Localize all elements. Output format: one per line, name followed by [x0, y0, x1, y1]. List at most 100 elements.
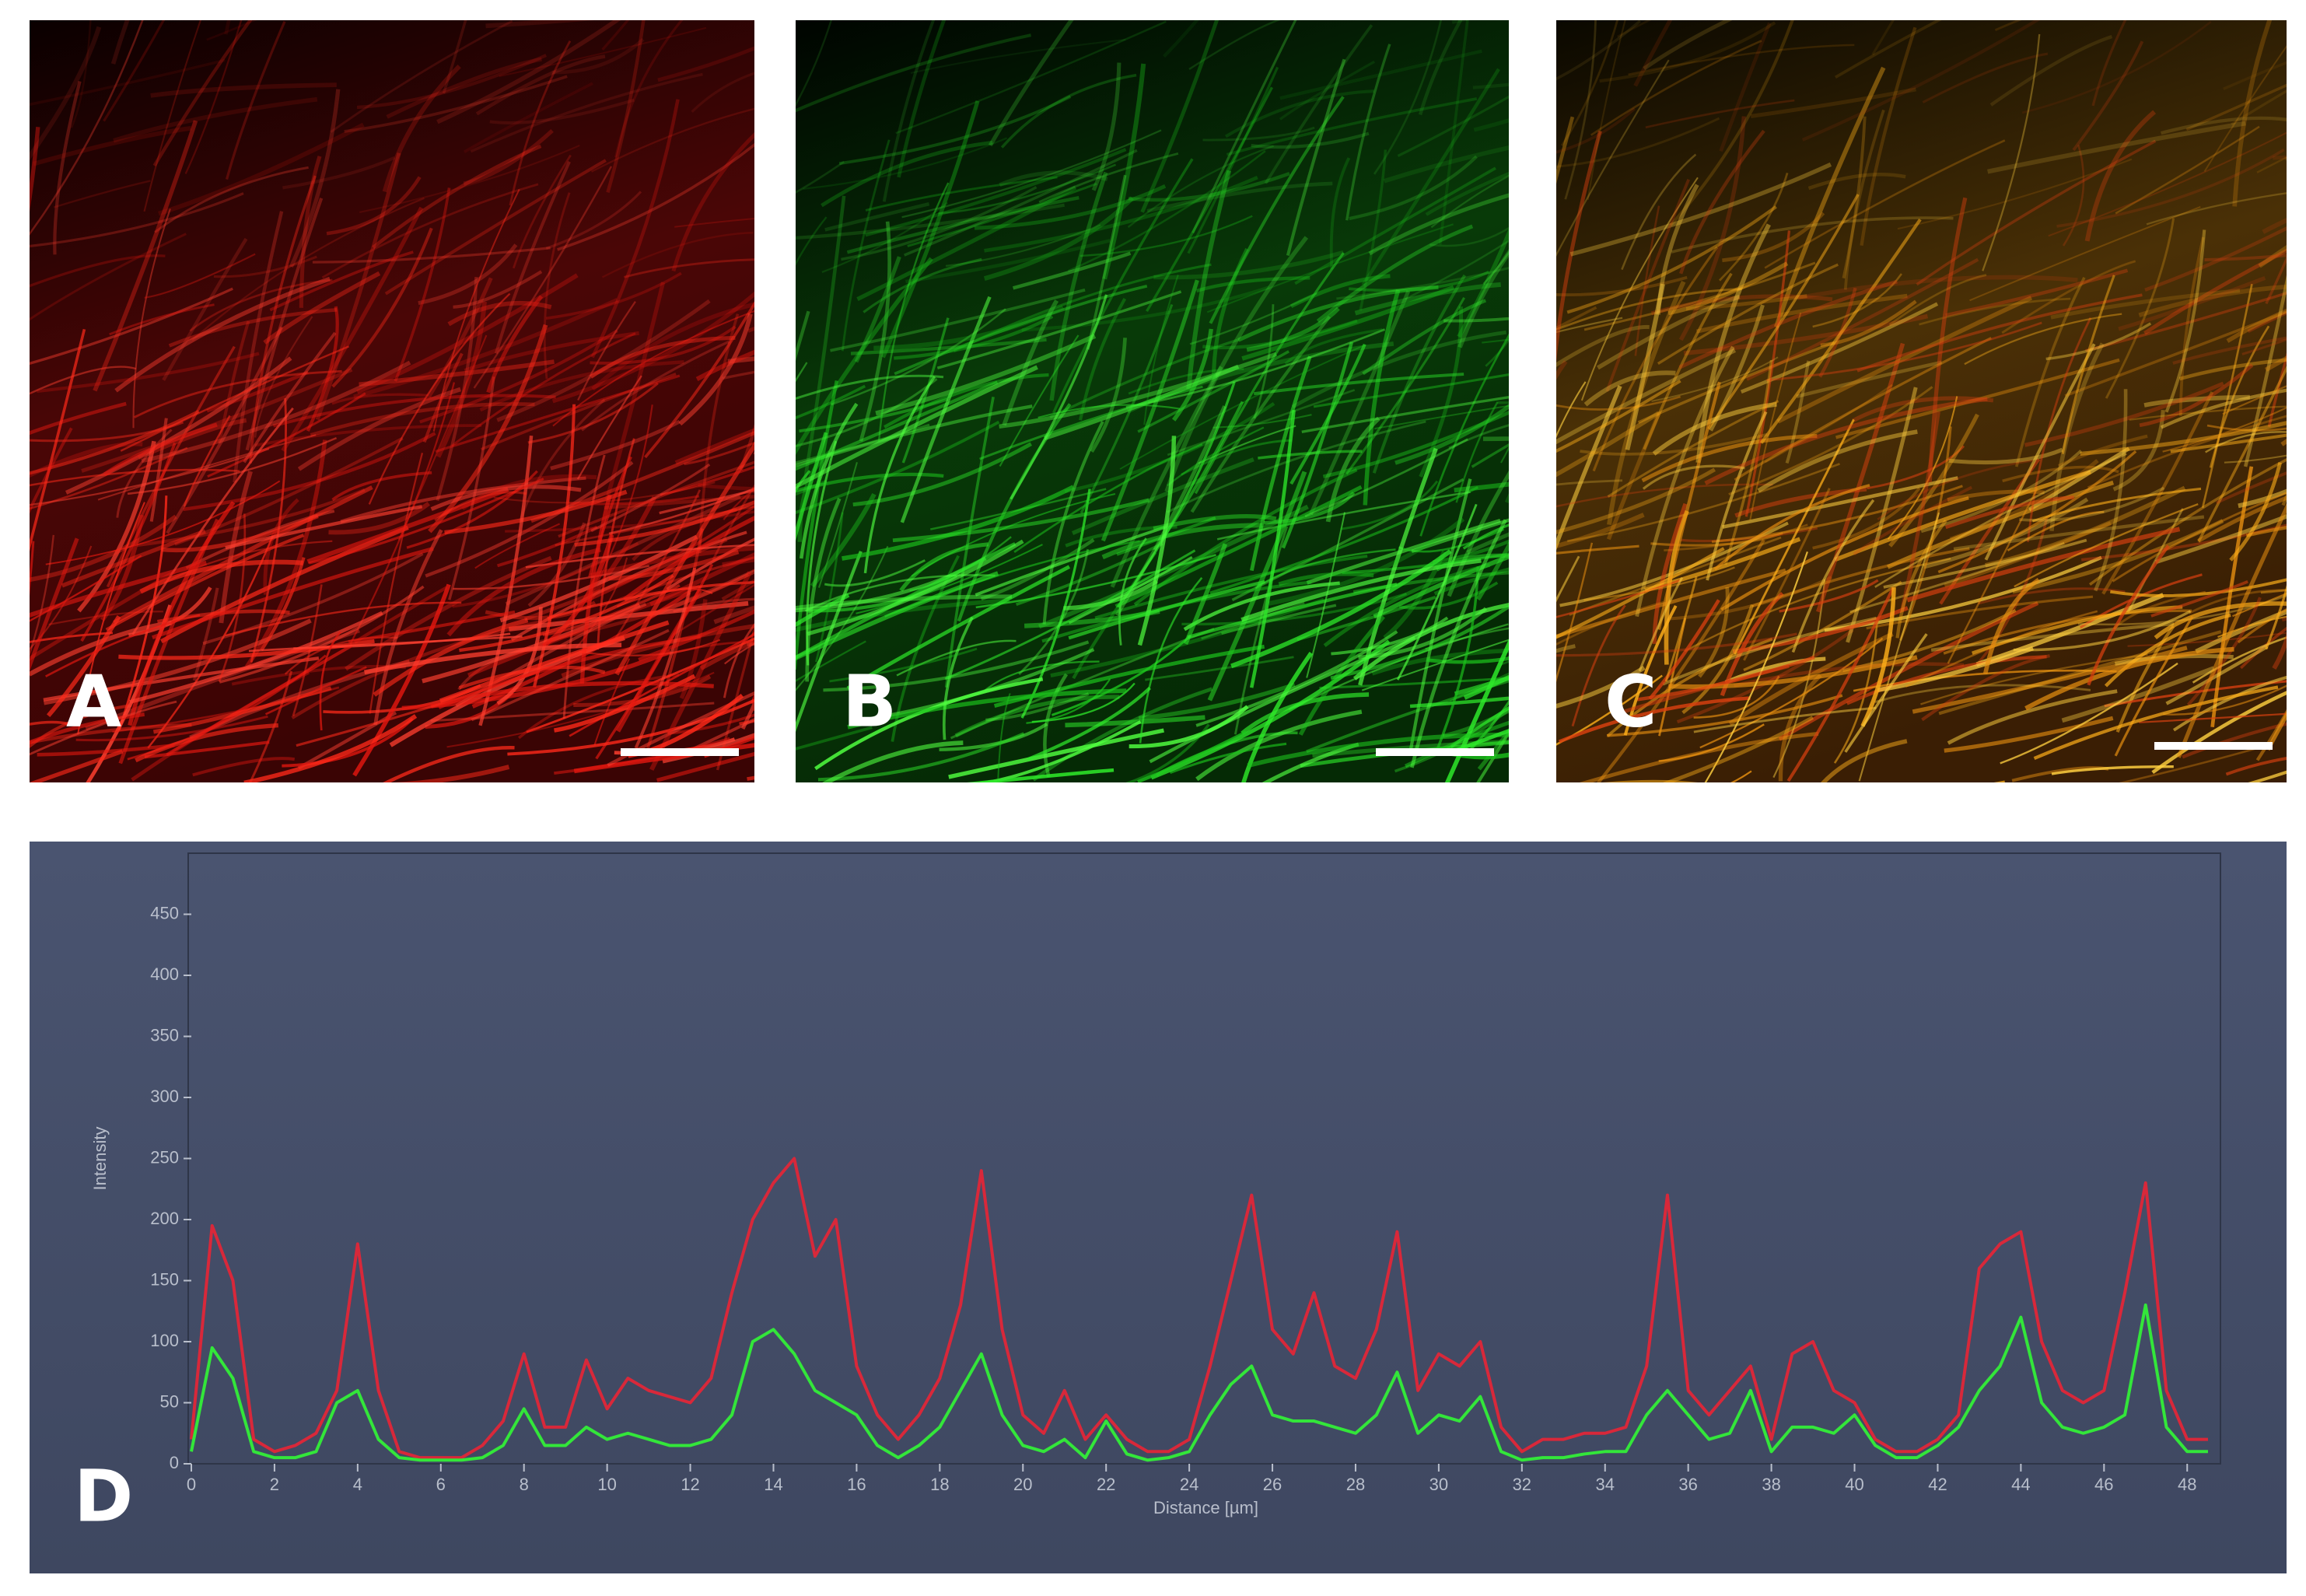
fiber	[1172, 328, 1213, 422]
fiber	[1920, 450, 2083, 534]
fiber	[2265, 255, 2287, 305]
fiber	[463, 129, 554, 186]
fiber	[2296, 208, 2306, 425]
fiber	[1556, 59, 1670, 257]
fiber	[120, 345, 350, 452]
fiber	[1556, 317, 1623, 334]
fiber	[1129, 705, 1249, 749]
fiber	[2087, 415, 2287, 489]
fiber	[479, 360, 684, 412]
fiber	[459, 573, 674, 653]
fiber	[542, 534, 614, 648]
fiber	[103, 422, 218, 477]
fiber	[518, 673, 680, 740]
y-tick-label: 300	[150, 1087, 179, 1106]
fiber	[803, 137, 1008, 190]
fiber	[1556, 306, 1597, 331]
fiber	[1032, 687, 1213, 782]
fiber	[1042, 421, 1104, 625]
fiber	[2291, 194, 2306, 210]
fiber	[1349, 271, 1489, 292]
fiber	[427, 277, 493, 398]
fiber	[1874, 453, 2127, 588]
fiber	[394, 187, 451, 382]
fiber	[496, 525, 598, 568]
fiber	[1430, 174, 1509, 229]
fiber	[543, 192, 571, 380]
fiber	[2085, 292, 2287, 352]
fiber	[249, 175, 317, 464]
fiber	[2031, 487, 2202, 523]
fiber	[929, 488, 1107, 530]
fiber	[1722, 476, 1958, 529]
fiber	[30, 410, 200, 475]
fiber	[1801, 20, 2041, 142]
fiber	[481, 373, 677, 451]
fiber	[1657, 381, 1721, 630]
fiber	[2197, 495, 2287, 543]
fiber	[1449, 729, 1509, 754]
fiber	[1678, 279, 1898, 369]
fiber	[30, 427, 73, 514]
fiber	[1852, 396, 1994, 423]
fiber	[1947, 689, 2118, 745]
fiber	[1187, 583, 1398, 639]
x-tick-label: 34	[1596, 1475, 1615, 1494]
fiber	[892, 498, 1150, 543]
fiber	[149, 418, 168, 522]
y-tick-label: 250	[150, 1147, 179, 1167]
fiber	[900, 296, 992, 523]
fiber	[1664, 576, 1698, 682]
fiber	[634, 567, 697, 749]
fiber	[1947, 487, 2038, 664]
fiber	[1643, 20, 1733, 71]
fiber	[1442, 708, 1509, 738]
fiber	[486, 295, 544, 394]
fiber	[1556, 20, 1642, 81]
fiber	[1938, 630, 2222, 716]
fiber	[1723, 359, 1773, 565]
fiber	[1202, 319, 1358, 350]
fiber	[623, 516, 754, 602]
fiber	[422, 352, 464, 443]
fiber	[942, 616, 974, 740]
fiber	[2077, 594, 2287, 626]
fiber	[684, 441, 754, 466]
series-line	[190, 1303, 2208, 1462]
fiber	[1556, 359, 1568, 380]
fiber	[590, 107, 754, 173]
fiber	[1633, 20, 1673, 87]
fiber	[1867, 445, 1965, 490]
fiber	[30, 442, 143, 478]
fiber	[659, 488, 754, 515]
fiber	[723, 488, 754, 520]
fiber	[264, 666, 367, 716]
fiber	[2204, 254, 2287, 261]
fiber	[1394, 404, 1509, 465]
fiber	[1211, 247, 1249, 379]
fiber	[660, 465, 754, 497]
fiber	[1080, 303, 1174, 514]
x-tick-label: 14	[764, 1475, 782, 1494]
fiber	[881, 100, 980, 359]
fiber	[30, 700, 177, 756]
fiber	[485, 20, 595, 29]
fiber	[699, 639, 754, 670]
fiber	[436, 276, 478, 502]
fiber	[1953, 515, 2205, 551]
fiber	[1448, 424, 1509, 450]
fiber	[2081, 523, 2287, 562]
fiber	[1740, 302, 1939, 394]
fiber	[356, 54, 548, 110]
fiber	[2061, 666, 2215, 723]
fiber	[1583, 566, 1735, 601]
fiber	[1662, 616, 1877, 686]
fiber	[1102, 63, 1146, 280]
fiber	[183, 415, 231, 507]
fiber	[1567, 463, 1840, 543]
fiber	[910, 38, 1126, 75]
fiber	[796, 216, 828, 266]
fiber	[1396, 503, 1478, 681]
fiber	[1628, 44, 1855, 76]
fiber	[2215, 471, 2287, 505]
